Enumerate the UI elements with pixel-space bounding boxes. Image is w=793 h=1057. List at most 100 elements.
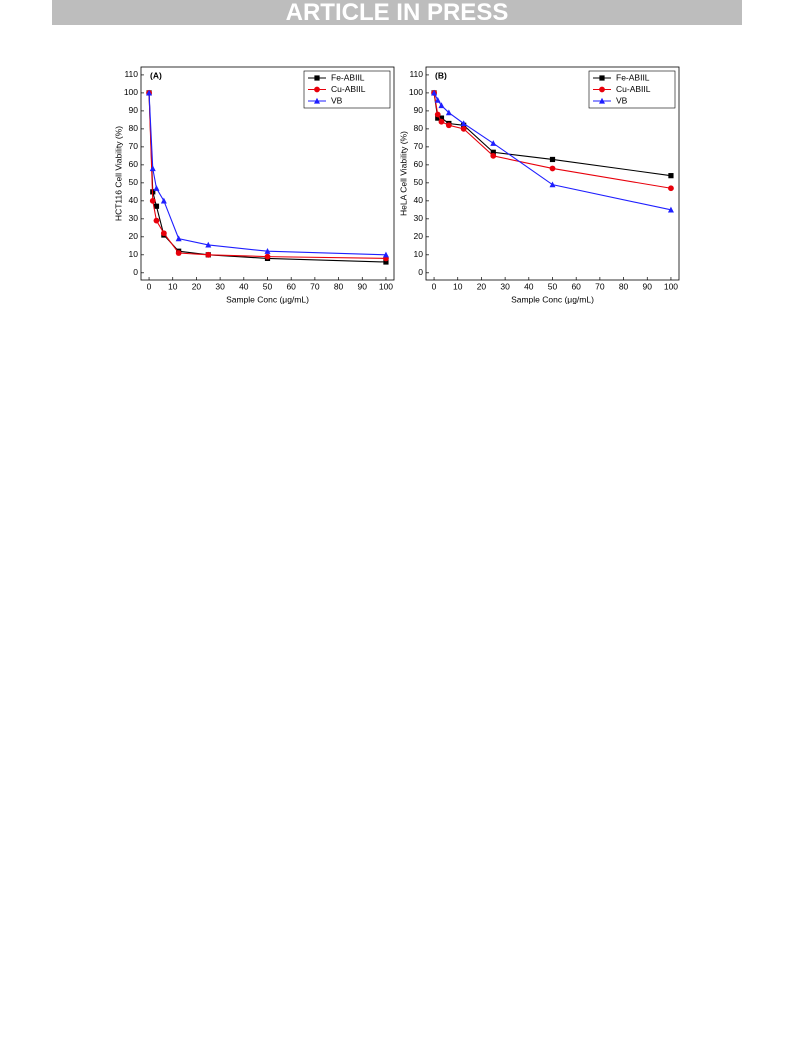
marker — [445, 122, 452, 129]
y-tick-label: 110 — [409, 69, 423, 79]
y-tick-label: 40 — [414, 195, 424, 205]
x-tick-label: 90 — [643, 281, 653, 291]
x-tick-label: 50 — [263, 281, 273, 291]
y-axis-label: HCT116 Cell Viability (%) — [113, 126, 123, 221]
figure: 0 10 20 30 40 50 60 70 80 90 100010203040506070809… — [113, 66, 680, 304]
series-line — [148, 92, 386, 263]
y-tick-label: 110 — [124, 69, 138, 79]
x-tick-label: 60 — [571, 281, 581, 291]
marker — [438, 102, 445, 109]
legend-label: Fe-ABIIL — [616, 72, 650, 82]
x-tick-label: 70 — [595, 281, 605, 291]
marker — [149, 197, 156, 204]
marker — [445, 109, 452, 116]
marker — [490, 152, 497, 159]
y-tick-label: 20 — [414, 231, 424, 241]
marker — [460, 125, 467, 132]
marker — [153, 185, 160, 191]
x-tick-label: 60 — [286, 281, 296, 291]
y-tick-label: 10 — [414, 249, 424, 259]
marker — [668, 173, 674, 179]
y-axis-label: HeLA Cell Viability (%) — [398, 131, 408, 216]
marker — [264, 248, 271, 254]
x-tick-label: 40 — [239, 281, 249, 291]
marker — [314, 86, 320, 93]
y-tick-label: 0 — [133, 267, 138, 277]
x-tick-label: 20 — [192, 281, 202, 291]
marker — [314, 75, 320, 81]
marker — [599, 75, 605, 81]
y-tick-label: 60 — [129, 159, 139, 169]
marker — [549, 181, 556, 188]
banner: ARTICLE IN PRESS — [52, 0, 742, 26]
legend-label: VB — [331, 95, 343, 105]
marker — [146, 89, 153, 96]
y-tick-label: 20 — [129, 231, 139, 241]
x-tick-label: 0 — [432, 281, 437, 291]
marker — [438, 118, 445, 125]
y-tick-label: 10 — [129, 249, 139, 259]
x-axis-label: Sample Conc (μg/mL) — [226, 294, 309, 304]
marker — [599, 86, 605, 93]
marker — [434, 111, 441, 118]
marker — [264, 253, 271, 260]
marker — [175, 250, 182, 256]
x-tick-label: 90 — [358, 281, 368, 291]
marker — [667, 206, 674, 213]
y-tick-label: 50 — [129, 177, 139, 187]
y-tick-label: 90 — [129, 105, 139, 115]
marker — [153, 217, 160, 224]
marker — [490, 140, 497, 146]
y-tick-label: 30 — [129, 213, 139, 223]
x-tick-label: 100 — [379, 281, 393, 291]
marker — [160, 197, 167, 204]
y-tick-label: 70 — [129, 141, 139, 151]
y-tick-label: 90 — [414, 105, 424, 115]
marker — [460, 120, 467, 127]
marker — [549, 165, 556, 172]
y-tick-label: 100 — [124, 87, 138, 97]
marker — [438, 115, 445, 121]
marker — [149, 165, 156, 172]
y-tick-label: 50 — [414, 177, 424, 187]
x-tick-label: 10 — [453, 281, 463, 291]
y-tick-label: 100 — [409, 87, 423, 97]
x-tick-label: 80 — [334, 281, 344, 291]
y-tick-label: 70 — [414, 141, 424, 151]
legend-label: VB — [616, 95, 628, 105]
marker — [435, 115, 441, 121]
y-tick-label: 80 — [414, 123, 424, 133]
series-line — [148, 92, 386, 256]
marker — [431, 89, 438, 96]
marker — [314, 97, 320, 104]
panel-label: (B) — [435, 70, 447, 80]
marker — [549, 156, 556, 163]
y-tick-label: 0 — [418, 267, 423, 277]
x-tick-label: 30 — [500, 281, 510, 291]
legend-label: Cu-ABIIL — [331, 84, 366, 94]
y-tick-label: 60 — [414, 159, 424, 169]
x-tick-label: 80 — [619, 281, 629, 291]
series-line — [148, 92, 386, 259]
x-tick-label: 20 — [477, 281, 487, 291]
marker — [160, 230, 167, 237]
series-line — [433, 92, 672, 211]
y-tick-label: 80 — [129, 123, 139, 133]
legend-label: Fe-ABIIL — [331, 72, 365, 82]
marker — [205, 241, 212, 248]
marker — [383, 259, 389, 265]
marker — [175, 235, 182, 242]
panel-label: (A) — [150, 70, 162, 80]
x-axis-label: Sample Conc (μg/mL) — [511, 294, 594, 304]
y-tick-label: 30 — [414, 213, 424, 223]
marker — [205, 251, 212, 258]
x-tick-label: 0 — [147, 281, 152, 291]
legend-label: Cu-ABIIL — [616, 84, 651, 94]
x-tick-label: 40 — [524, 281, 534, 291]
marker — [153, 203, 160, 209]
marker — [490, 149, 496, 155]
marker — [668, 185, 674, 192]
marker — [382, 251, 389, 258]
x-tick-label: 10 — [168, 281, 178, 291]
